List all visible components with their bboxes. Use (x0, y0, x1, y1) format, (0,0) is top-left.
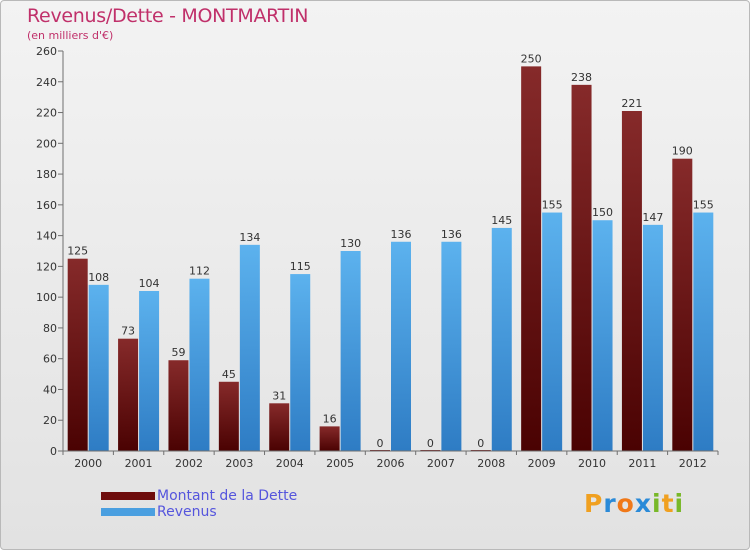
value-label-revenus-2007: 136 (441, 228, 462, 241)
y-tick-label: 140 (36, 230, 57, 243)
x-tick-label: 2007 (427, 457, 455, 470)
x-tick-label: 2001 (125, 457, 153, 470)
bar-dette-2002 (168, 360, 189, 451)
legend-label-revenus: Revenus (157, 504, 217, 520)
y-tick-label: 160 (36, 199, 57, 212)
proxiti-logo: Proxiti (584, 489, 684, 518)
legend-label-dette: Montant de la Dette (157, 488, 298, 504)
bar-revenus-2008 (491, 227, 512, 451)
value-label-revenus-2004: 115 (290, 260, 311, 273)
logo-letter: r (603, 489, 617, 518)
value-label-dette-2001: 73 (121, 325, 135, 338)
y-tick-label: 20 (43, 414, 57, 427)
x-tick-label: 2009 (528, 457, 556, 470)
y-tick-label: 100 (36, 291, 57, 304)
y-tick-label: 240 (36, 76, 57, 89)
y-tick-label: 120 (36, 260, 57, 273)
x-tick-label: 2000 (74, 457, 102, 470)
logo-letter: i (652, 489, 662, 518)
logo-letter: i (674, 489, 685, 518)
value-label-dette-2000: 125 (67, 245, 88, 258)
logo-letter: t (661, 489, 675, 518)
y-tick-label: 0 (50, 445, 57, 458)
value-label-revenus-2002: 112 (189, 265, 210, 278)
bars (67, 66, 714, 451)
x-tick-label: 2012 (679, 457, 707, 470)
logo-letter: o (616, 489, 635, 518)
x-tick-label: 2005 (326, 457, 354, 470)
bar-dette-2011 (621, 111, 642, 451)
bar-revenus-2005 (340, 251, 361, 451)
value-label-dette-2007: 0 (427, 437, 434, 450)
value-label-revenus-2011: 147 (642, 211, 663, 224)
legend: Montant de la Dette Revenus (101, 488, 297, 520)
bar-revenus-2010 (592, 220, 613, 451)
value-label-revenus-2000: 108 (88, 271, 109, 284)
legend-item-revenus: Revenus (101, 504, 297, 520)
bar-revenus-2011 (642, 224, 663, 451)
value-label-dette-2008: 0 (477, 437, 484, 450)
bar-dette-2000 (67, 258, 88, 451)
value-label-revenus-2009: 155 (542, 199, 563, 212)
value-label-revenus-2008: 145 (491, 214, 512, 227)
value-label-dette-2006: 0 (377, 437, 384, 450)
bar-revenus-2009 (542, 212, 563, 451)
y-axis: 0 20 40 60 80 100 120 140 160 180 200 220 240 260 (36, 45, 64, 458)
value-label-dette-2005: 16 (323, 412, 337, 425)
value-label-dette-2004: 31 (272, 389, 286, 402)
x-axis: 2000 2001 2002 2003 2004 2005 2006 2007 2008 2009… (62, 450, 719, 470)
value-label-dette-2002: 59 (171, 346, 185, 359)
value-label-dette-2010: 238 (571, 71, 592, 84)
bar-dette-2010 (571, 84, 592, 451)
value-label-revenus-2006: 136 (391, 228, 412, 241)
bar-dette-2009 (521, 66, 542, 451)
bar-revenus-2004 (290, 274, 311, 451)
value-label-dette-2012: 190 (672, 145, 693, 158)
bar-revenus-2006 (391, 241, 411, 451)
y-tick-label: 60 (43, 353, 57, 366)
legend-swatch-revenus (101, 508, 155, 516)
y-tick-label: 260 (36, 45, 57, 58)
bar-dette-2012 (672, 158, 693, 451)
value-label-revenus-2012: 155 (693, 199, 714, 212)
bar-revenus-2001 (139, 291, 160, 451)
y-tick-label: 200 (36, 137, 57, 150)
logo-letter: x (634, 489, 652, 518)
y-tick-label: 220 (36, 107, 57, 120)
x-tick-label: 2011 (628, 457, 656, 470)
bar-dette-2001 (118, 338, 139, 451)
bar-revenus-2000 (88, 284, 109, 451)
x-tick-label: 2010 (578, 457, 606, 470)
logo-letter: P (584, 489, 604, 518)
y-tick-label: 40 (43, 383, 57, 396)
x-tick-label: 2006 (377, 457, 405, 470)
value-label-dette-2003: 45 (222, 368, 236, 381)
value-label-revenus-2010: 150 (592, 206, 613, 219)
y-tick-label: 180 (36, 168, 57, 181)
x-tick-label: 2002 (175, 457, 203, 470)
legend-item-dette: Montant de la Dette (101, 488, 297, 504)
bar-revenus-2007 (441, 241, 462, 451)
chart-title: Revenus/Dette - MONTMARTIN (27, 5, 309, 27)
y-tick-label: 80 (43, 322, 57, 335)
bar-dette-2003 (218, 381, 239, 451)
legend-swatch-dette (101, 492, 155, 500)
x-tick-label: 2004 (276, 457, 304, 470)
x-tick-label: 2008 (477, 457, 505, 470)
value-label-revenus-2005: 130 (340, 237, 361, 250)
bar-revenus-2012 (693, 212, 714, 451)
value-label-dette-2009: 250 (521, 52, 542, 65)
x-tick-label: 2003 (225, 457, 253, 470)
bar-dette-2004 (269, 403, 290, 451)
bar-dette-2005 (319, 426, 340, 451)
value-label-revenus-2003: 134 (239, 231, 260, 244)
value-label-revenus-2001: 104 (139, 277, 160, 290)
bar-revenus-2002 (189, 278, 210, 451)
chart-subtitle: (en milliers d'€) (27, 29, 114, 42)
value-label-dette-2011: 221 (621, 97, 642, 110)
bar-revenus-2003 (239, 244, 260, 451)
